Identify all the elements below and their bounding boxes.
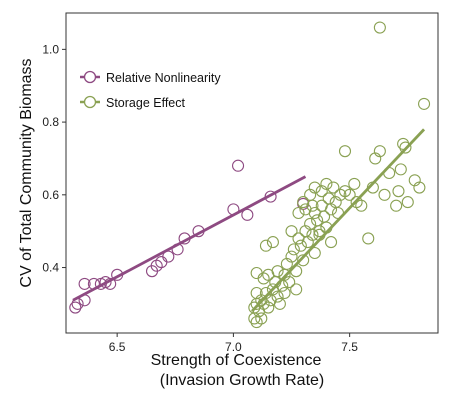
legend-label-storage-effect: Storage Effect [106,96,186,110]
point-relative-nonlinearity [232,159,245,172]
point-storage-effect [355,199,368,212]
legend-marker-storage-effect [83,95,97,109]
point-storage-effect [392,185,405,198]
data-points [69,21,431,329]
point-storage-effect [306,228,319,241]
x-tick-label: 7.0 [225,340,242,354]
point-storage-effect [250,286,263,300]
point-storage-effect [294,239,307,252]
point-storage-effect [271,290,284,303]
point-storage-effect [401,196,414,209]
point-storage-effect [255,312,268,325]
point-relative-nonlinearity [192,225,205,238]
point-storage-effect [308,181,321,194]
point-storage-effect [262,301,275,314]
point-storage-effect [327,181,340,194]
x-tick-label: 7.5 [341,340,358,354]
point-relative-nonlinearity [78,294,91,307]
point-relative-nonlinearity [71,297,84,310]
y-tick-label: 0.4 [42,261,59,275]
point-relative-nonlinearity [178,232,191,245]
point-storage-effect [306,199,319,212]
point-storage-effect [271,265,284,278]
legend: Relative Nonlinearity Storage Effect [80,70,221,110]
point-storage-effect [259,239,273,252]
point-relative-nonlinearity [227,203,240,216]
fit-line-relative-nonlinearity [72,175,307,302]
axis-ticks: 6.5 7.0 7.5 0.4 0.6 0.8 1.0 [42,42,358,354]
x-tick-label: 6.5 [109,340,126,354]
point-storage-effect [292,206,305,220]
point-storage-effect [285,225,298,238]
point-storage-effect [348,177,361,190]
point-storage-effect [394,163,407,176]
point-storage-effect [373,21,386,34]
point-relative-nonlinearity [162,250,175,263]
point-storage-effect [299,203,312,216]
point-storage-effect [366,181,379,194]
point-storage-effect [324,236,338,249]
point-storage-effect [378,188,391,201]
point-storage-effect [320,177,333,190]
point-storage-effect [308,246,321,260]
x-axis-label-sub: (Invasion Growth Rate) [160,372,325,389]
point-storage-effect [313,228,326,241]
point-storage-effect [290,265,303,278]
y-axis-label: CV of Total Community Biomass [18,58,35,287]
point-relative-nonlinearity [111,268,124,281]
point-storage-effect [397,137,410,150]
y-tick-label: 0.8 [42,115,59,129]
point-storage-effect [313,225,326,238]
point-storage-effect [290,283,303,296]
point-relative-nonlinearity [104,277,117,290]
point-storage-effect [338,145,352,158]
point-relative-nonlinearity [171,243,184,256]
point-storage-effect [320,221,333,234]
point-storage-effect [362,232,375,245]
point-relative-nonlinearity [78,277,91,290]
y-tick-label: 0.6 [42,188,59,202]
point-storage-effect [413,181,426,194]
point-storage-effect [250,266,263,280]
point-storage-effect [343,188,356,201]
legend-marker-relative-nonlinearity [83,70,97,84]
point-storage-effect [273,297,286,310]
point-storage-effect [331,206,345,220]
x-axis-label: Strength of Coexistence [151,352,322,369]
point-storage-effect [278,286,291,300]
point-storage-effect [266,236,279,249]
point-storage-effect [399,141,412,154]
point-storage-effect [373,145,386,158]
point-relative-nonlinearity [87,277,100,290]
point-storage-effect [285,250,298,263]
point-storage-effect [390,199,403,212]
point-storage-effect [283,276,296,289]
point-storage-effect [287,243,300,256]
point-storage-effect [297,254,310,267]
point-relative-nonlinearity [241,208,254,221]
point-relative-nonlinearity [264,190,277,203]
y-tick-label: 1.0 [42,42,59,56]
point-relative-nonlinearity [69,301,82,314]
legend-label-relative-nonlinearity: Relative Nonlinearity [106,71,221,85]
plot-background [65,12,439,334]
point-storage-effect [383,166,396,180]
point-storage-effect [417,97,431,110]
